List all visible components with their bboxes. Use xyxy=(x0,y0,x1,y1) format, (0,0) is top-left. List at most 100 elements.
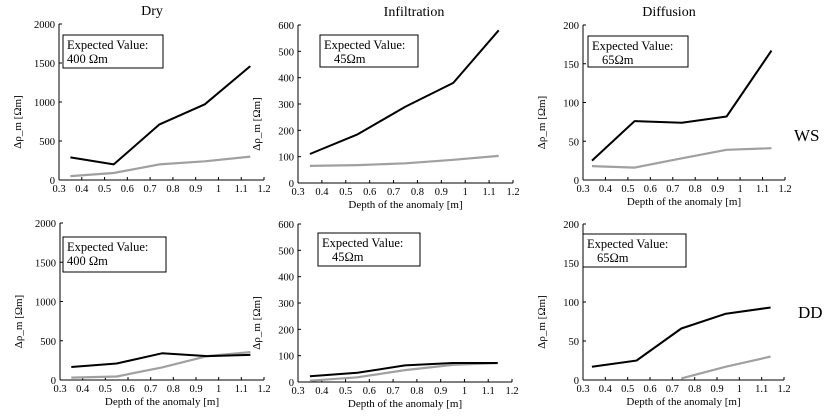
x-tick-label: 0.4 xyxy=(315,187,329,198)
x-tick-label: 0.5 xyxy=(621,184,634,195)
expected-value-number: 400 Ωm xyxy=(67,254,108,268)
series-line-black xyxy=(591,306,771,368)
y-tick-label: 300 xyxy=(278,299,294,310)
expected-value-label: Expected Value: xyxy=(587,237,668,251)
x-tick-label: 1.1 xyxy=(235,384,248,395)
x-tick-label: 0.3 xyxy=(291,386,304,397)
y-tick-label: 50 xyxy=(569,337,580,348)
x-tick-label: 0.8 xyxy=(166,184,179,195)
x-tick-label: 0.8 xyxy=(411,187,424,198)
x-tick-label: 0.6 xyxy=(363,386,376,397)
x-tick-label: 0.6 xyxy=(121,184,134,195)
y-tick-label: 150 xyxy=(563,60,579,71)
y-axis-label: Δρ_m [Ωm] xyxy=(251,97,263,150)
x-tick-label: 0.5 xyxy=(98,184,111,195)
y-tick-label: 200 xyxy=(278,325,294,336)
x-tick-label: 1.2 xyxy=(257,184,270,195)
expected-value-number: 65Ωm xyxy=(597,251,629,265)
x-tick-label: 0.3 xyxy=(52,184,65,195)
series-line-gray xyxy=(591,147,772,169)
y-tick-label: 1500 xyxy=(34,59,55,70)
row-label-ws: WS xyxy=(794,126,820,145)
y-tick-label: 100 xyxy=(278,153,294,164)
series-line-gray xyxy=(309,361,498,382)
x-tick-label: 1.1 xyxy=(756,184,769,195)
y-tick-label: 1000 xyxy=(34,98,55,109)
series-line-black xyxy=(591,50,773,162)
y-tick-label: 400 xyxy=(278,74,294,85)
x-tick-label: 1.2 xyxy=(777,384,790,395)
panel-ws-diffusion: 0.3 0.4 0.5 0.6 0.7 0.8 0.9 1 1.1 1.2 0 50 100 150 200… xyxy=(536,21,792,208)
y-axis-label: Δρ_m [Ωm] xyxy=(12,95,24,148)
x-axis-label: Depth of the anomaly [m] xyxy=(348,398,462,410)
x-tick-label: 1.2 xyxy=(506,187,519,198)
x-tick-label: 0.4 xyxy=(599,384,613,395)
y-tick-label: 2000 xyxy=(35,219,56,230)
x-tick-label: 0.7 xyxy=(387,386,400,397)
expected-value-number: 45Ωm xyxy=(332,250,364,264)
expected-value-number: 65Ωm xyxy=(602,53,634,67)
x-tick-label: 1.2 xyxy=(505,386,518,397)
expected-value-box xyxy=(582,233,687,268)
expected-value-label: Expected Value: xyxy=(67,240,148,254)
x-tick-label: 0.3 xyxy=(576,384,589,395)
y-tick-label: 0 xyxy=(50,176,55,187)
expected-value-label: Expected Value: xyxy=(324,38,405,52)
x-tick-label: 0.8 xyxy=(410,386,423,397)
x-tick-label: 1 xyxy=(216,384,221,395)
column-title-diffusion: Diffusion xyxy=(642,5,695,20)
y-tick-label: 500 xyxy=(278,47,294,58)
y-tick-label: 200 xyxy=(563,220,579,231)
series-line-black xyxy=(71,352,251,368)
x-tick-label: 0.5 xyxy=(99,384,112,395)
y-tick-label: 2000 xyxy=(34,20,55,31)
x-tick-label: 0.7 xyxy=(387,187,400,198)
x-tick-label: 0.3 xyxy=(53,384,66,395)
y-axis-label: Δρ_m [Ωm] xyxy=(536,295,548,348)
expected-value-box xyxy=(62,34,164,69)
x-tick-label: 1.1 xyxy=(755,384,768,395)
expected-value-box xyxy=(62,236,167,273)
y-tick-label: 150 xyxy=(563,259,579,270)
y-tick-label: 1500 xyxy=(35,258,56,269)
y-tick-label: 100 xyxy=(278,352,294,363)
x-tick-label: 0.7 xyxy=(144,384,157,395)
expected-value-box xyxy=(317,232,421,267)
panel-dd-dry: 0.3 0.4 0.5 0.6 0.7 0.8 0.9 1 1.1 1.2 0 500 1000 1500… xyxy=(13,219,271,408)
row-label-dd: DD xyxy=(798,303,823,322)
x-tick-label: 1 xyxy=(462,386,467,397)
x-tick-label: 1.1 xyxy=(483,187,496,198)
y-tick-label: 1000 xyxy=(35,298,56,309)
y-axis-label: Δρ_m [Ωm] xyxy=(251,296,263,349)
y-tick-label: 400 xyxy=(278,273,294,284)
x-axis-label: Depth of the anomaly [m] xyxy=(626,396,740,408)
y-tick-label: 500 xyxy=(278,246,294,257)
x-tick-label: 0.7 xyxy=(666,384,679,395)
expected-value-box xyxy=(319,34,419,68)
y-tick-label: 600 xyxy=(278,220,294,231)
x-tick-label: 0.7 xyxy=(144,184,157,195)
y-tick-label: 100 xyxy=(563,99,579,110)
x-tick-label: 1 xyxy=(737,184,742,195)
x-tick-label: 1.1 xyxy=(235,184,248,195)
x-tick-label: 0.5 xyxy=(621,384,634,395)
y-tick-label: 0 xyxy=(51,376,56,387)
x-axis-label: Depth of the anomaly [m] xyxy=(627,196,741,208)
x-tick-label: 0.3 xyxy=(291,187,304,198)
x-tick-label: 0.9 xyxy=(711,184,724,195)
series-line-gray xyxy=(681,355,771,380)
x-tick-label: 1.1 xyxy=(482,386,495,397)
x-tick-label: 0.8 xyxy=(167,384,180,395)
expected-value-box xyxy=(587,35,689,68)
x-tick-label: 0.8 xyxy=(689,184,702,195)
series-line-black xyxy=(309,362,498,378)
x-tick-label: 1 xyxy=(737,384,742,395)
series-line-gray xyxy=(309,154,499,167)
x-tick-label: 0.9 xyxy=(435,187,448,198)
x-tick-label: 0.4 xyxy=(76,384,90,395)
series-line-black xyxy=(70,65,251,166)
x-tick-label: 1 xyxy=(216,184,221,195)
x-tick-label: 0.5 xyxy=(339,386,352,397)
panel-dd-infiltration: 0.3 0.4 0.5 0.6 0.7 0.8 0.9 1 1.1 1.2 0 100 200 300 40… xyxy=(251,220,519,410)
